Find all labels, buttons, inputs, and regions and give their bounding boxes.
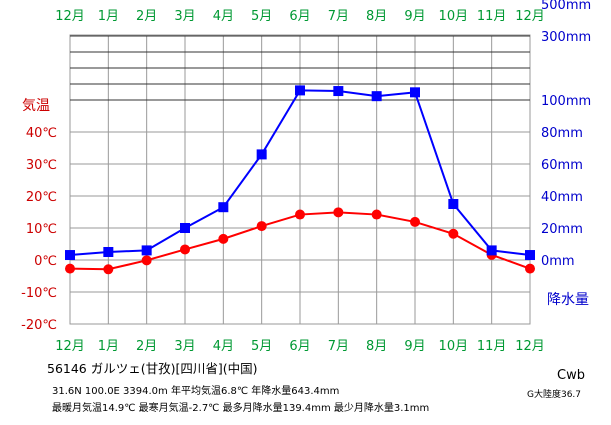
precipitation-point [410, 87, 420, 98]
precip-tick-label: 80mm [541, 126, 583, 141]
precip-tick-label: 100mm [541, 94, 591, 109]
temperature-point [65, 263, 75, 274]
month-label-bottom: 4月 [213, 339, 234, 354]
month-label-bottom: 8月 [366, 339, 387, 354]
precip-tick-label: 300mm [541, 30, 591, 45]
temperature-point [295, 209, 305, 220]
month-label-top: 9月 [404, 9, 425, 24]
precipitation-point [180, 223, 190, 233]
month-label-bottom: 2月 [136, 339, 157, 354]
month-label-bottom: 12月 [55, 339, 85, 354]
precip-tick-label: 500mm [541, 0, 591, 13]
temperature-point [410, 216, 420, 227]
precipitation-point [448, 199, 459, 209]
month-label-top: 12月 [55, 9, 85, 24]
month-label-bottom: 12月 [515, 339, 545, 354]
month-label-bottom: 1月 [98, 339, 119, 354]
month-label-top: 2月 [136, 9, 157, 24]
temp-tick-label: -20℃ [21, 318, 57, 333]
data-marks [65, 85, 535, 275]
temp-tick-label: 20℃ [26, 190, 57, 205]
month-label-top: 12月 [515, 9, 545, 24]
precipitation-point [256, 149, 267, 160]
month-label-top: 4月 [213, 9, 234, 24]
station-name: 56146 ガルツェ(甘孜)[四川省](中国) [47, 361, 258, 376]
month-label-bottom: 6月 [289, 339, 310, 354]
precipitation-point [525, 250, 535, 261]
precipitation-point [371, 91, 382, 102]
month-label-top: 7月 [328, 9, 349, 24]
month-label-bottom: 11月 [477, 339, 507, 354]
month-label-bottom: 7月 [328, 339, 349, 354]
temperature-point [218, 233, 229, 244]
month-label-top: 1月 [98, 9, 119, 24]
tick-labels: 12月 12月 1月 1月 2月 2月 3月 3月 4月 4月 5月 5月 6月 6月 7月 7月 8月 8月 9月… [21, 0, 591, 354]
grid-lines [69, 34, 531, 325]
precip-tick-label: 0mm [541, 254, 575, 269]
precipitation-point [333, 86, 344, 97]
temp-tick-label: 30℃ [26, 158, 57, 173]
precipitation-point [65, 250, 75, 261]
month-label-top: 11月 [477, 9, 507, 24]
precipitation-point [218, 202, 229, 213]
temp-tick-label: 10℃ [26, 222, 57, 237]
station-stats-line1: 31.6N 100.0E 3394.0m 年平均気温6.8℃ 年降水量643.4… [52, 386, 340, 397]
temp-axis-title: 気温 [22, 98, 50, 114]
month-label-bottom: 10月 [439, 339, 469, 354]
continentality-index: G大陸度36.7 [527, 390, 582, 400]
month-label-bottom: 3月 [174, 339, 195, 354]
precip-tick-label: 40mm [541, 190, 583, 205]
precipitation-point [486, 245, 497, 256]
precipitation-point [295, 85, 305, 96]
temperature-point [448, 228, 459, 239]
temperature-point [180, 244, 190, 255]
temperature-point [371, 209, 382, 220]
precip-axis-title: 降水量 [547, 292, 589, 308]
temp-tick-label: 40℃ [26, 126, 57, 141]
precip-tick-label: 20mm [541, 222, 583, 237]
month-label-top: 3月 [174, 9, 195, 24]
month-label-bottom: 9月 [404, 339, 425, 354]
temperature-point [525, 263, 535, 274]
temp-tick-label: -10℃ [21, 286, 57, 301]
climate-classification: Cwb [557, 368, 585, 383]
month-label-bottom: 5月 [251, 339, 272, 354]
temperature-point [256, 221, 267, 232]
temperature-point [333, 207, 344, 218]
temperature-point [103, 264, 114, 275]
precip-tick-label: 60mm [541, 158, 583, 173]
temperature-point [141, 255, 152, 266]
temp-tick-label: 0℃ [34, 254, 57, 269]
month-label-top: 6月 [289, 9, 310, 24]
station-stats-line2: 最暖月気温14.9℃ 最寒月気温-2.7℃ 最多月降水量139.4mm 最少月降… [52, 403, 430, 414]
month-label-top: 10月 [439, 9, 469, 24]
month-label-top: 8月 [366, 9, 387, 24]
precipitation-point [103, 247, 114, 257]
month-label-top: 5月 [251, 9, 272, 24]
precipitation-point [141, 245, 152, 256]
